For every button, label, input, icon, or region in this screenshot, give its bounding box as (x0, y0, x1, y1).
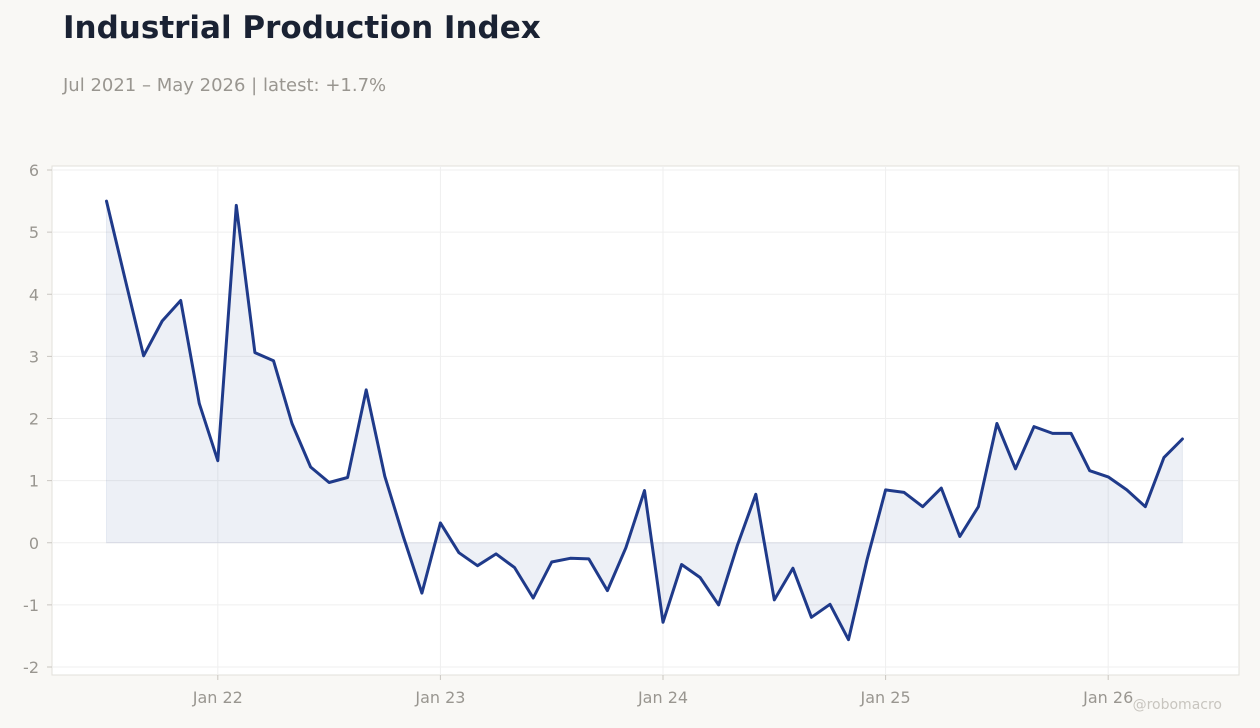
chart-subtitle: Jul 2021 – May 2026 | latest: +1.7% (63, 75, 387, 96)
x-tick-label: Jan 24 (637, 688, 688, 707)
plot-area (51, 165, 1240, 676)
x-tick-label: Jan 23 (414, 688, 465, 707)
y-tick-label: -2 (23, 658, 39, 677)
grid (52, 166, 1239, 675)
chart-title: Industrial Production Index (63, 10, 541, 46)
x-tick-label: Jan 22 (192, 688, 243, 707)
watermark: @robomacro (1132, 697, 1222, 713)
series-line (105, 199, 1184, 642)
x-tick-label: Jan 25 (860, 688, 911, 707)
y-tick-label: 6 (29, 161, 39, 180)
y-tick-label: 4 (29, 285, 39, 304)
x-axis: Jan 22 Jan 23 Jan 24 Jan 25 Jan 26 (192, 675, 1133, 707)
y-tick-label: -1 (23, 596, 39, 615)
x-tick-label: Jan 26 (1082, 688, 1133, 707)
y-tick-label: 0 (29, 534, 39, 553)
y-tick-label: 1 (29, 472, 39, 491)
y-tick-label: 5 (29, 223, 39, 242)
y-axis: -2 -1 0 1 2 3 4 5 6 (23, 161, 52, 677)
y-tick-label: 2 (29, 410, 39, 429)
y-tick-label: 3 (29, 347, 39, 366)
